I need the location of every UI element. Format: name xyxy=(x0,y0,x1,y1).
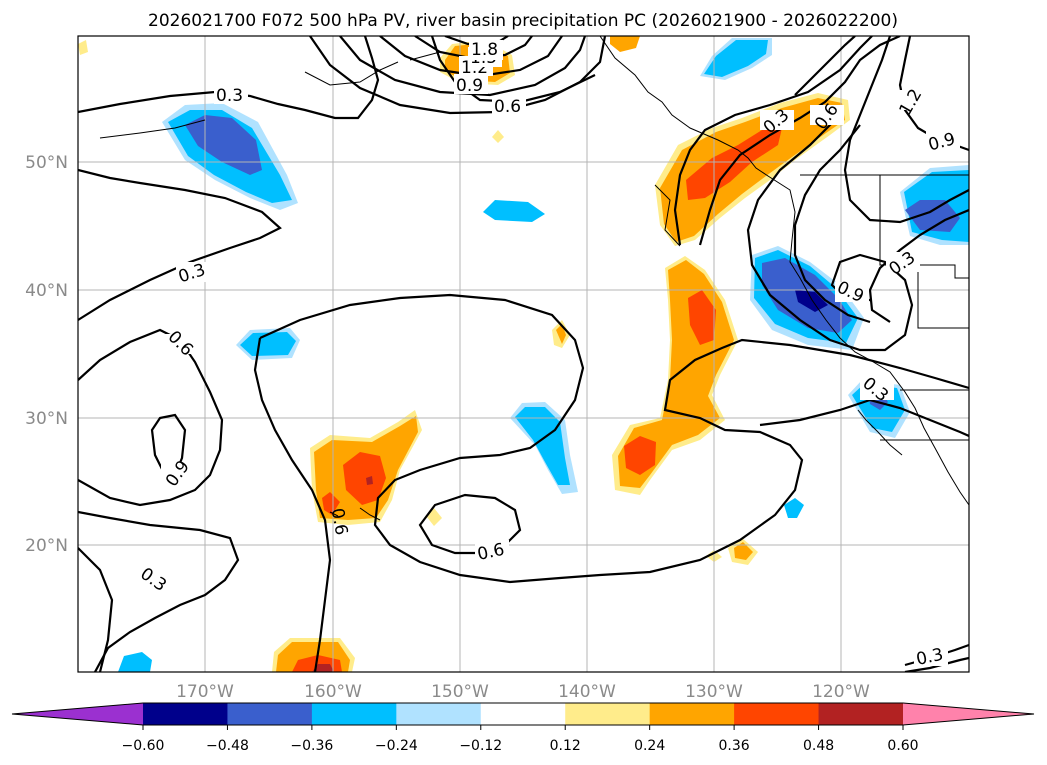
lon-label: 130°W xyxy=(685,682,743,702)
colorbar-tick-label: −0.36 xyxy=(290,738,333,754)
coastlines xyxy=(99,36,969,521)
latitude-labels: 50°N 40°N 30°N 20°N xyxy=(25,153,68,556)
contour-interior-1-2 xyxy=(843,36,969,224)
contour-west-extra xyxy=(78,547,114,672)
contour-coast-inner xyxy=(794,36,856,96)
lat-label: 50°N xyxy=(25,153,68,173)
colorbar-tick-label: −0.48 xyxy=(206,738,249,754)
colorbar-segment xyxy=(565,703,651,725)
positive-region-top-edge xyxy=(610,36,640,52)
negative-region-california-peak xyxy=(795,290,828,312)
contour-label: 0.6 xyxy=(494,97,521,117)
colorbar-tick-label: 0.12 xyxy=(550,738,581,754)
colorbar-segment xyxy=(649,703,735,725)
colorbar-tick-label: −0.12 xyxy=(459,738,502,754)
contour-california-0-6 xyxy=(746,114,914,352)
contour-label: 1.8 xyxy=(471,40,498,60)
positive-region-small-6 xyxy=(78,40,88,55)
lat-label: 20°N xyxy=(25,536,68,556)
longitude-labels: 170°W 160°W 150°W 140°W 130°W 120°W xyxy=(176,682,870,702)
negative-region-small-north xyxy=(483,200,545,222)
positive-region-small-4-core xyxy=(734,542,753,560)
contour-gulf-rings-2 xyxy=(339,36,587,97)
negative-region-small-south xyxy=(784,498,804,518)
colorbar-segment xyxy=(311,703,397,725)
colorbar-tick-label: 0.48 xyxy=(803,738,834,754)
negative-region-west-mid-core xyxy=(240,332,296,356)
colorbar-tick-label: −0.60 xyxy=(122,738,165,754)
contour-label: 0.9 xyxy=(456,76,483,96)
contour-central-0-3 xyxy=(259,293,969,584)
colorbar-tick-label: 0.24 xyxy=(634,738,665,754)
negative-region-gulf-alaska-core xyxy=(704,40,768,77)
colorbar-tick-label: −0.24 xyxy=(375,738,418,754)
colorbar-segment xyxy=(143,703,228,725)
lon-label: 140°W xyxy=(558,682,616,702)
negative-region-interior-west-core xyxy=(905,200,960,232)
positive-region-east-pacific-core2 xyxy=(624,436,656,475)
lat-label: 40°N xyxy=(25,281,68,301)
positive-region-south-edge-peak xyxy=(312,664,334,672)
contour-central-0-6 xyxy=(418,493,522,555)
contour-west-0-3 xyxy=(78,168,282,321)
colorbar-extend-high xyxy=(903,703,1034,725)
contour-coast-0-6 xyxy=(673,36,873,246)
colorbar-segment xyxy=(818,703,904,725)
positive-region-hawaii-core2 xyxy=(322,492,340,515)
contour-gulf-0-6-south xyxy=(430,36,596,104)
contour-label: 0.3 xyxy=(216,86,243,106)
colorbar-segment xyxy=(734,703,820,725)
lon-label: 160°W xyxy=(304,682,362,702)
negative-region-small-southwest xyxy=(118,652,152,672)
colorbar-ticks: −0.60 −0.48 −0.36 −0.24 −0.12 0.12 0.24 0.36 0.4… xyxy=(122,725,919,754)
contour-east-0-3 xyxy=(759,398,969,438)
lon-label: 170°W xyxy=(176,682,234,702)
contour-sw-0-3 xyxy=(78,510,240,672)
contour-west-0-6 xyxy=(78,328,224,507)
lon-label: 150°W xyxy=(431,682,489,702)
map-panel: 0.3 0.3 0.6 0.9 0.3 0.6 0.9 1.2 1.5 1.8 … xyxy=(78,36,969,672)
colorbar-extend-low xyxy=(12,703,143,725)
positive-region-pacific-northwest-mid xyxy=(660,98,845,242)
colorbar-tick-label: 0.60 xyxy=(887,738,918,754)
map-border xyxy=(77,35,970,673)
positive-region-hawaii-core xyxy=(343,452,386,505)
positive-region-east-pacific-core xyxy=(688,290,716,345)
positive-region-hawaii-peak xyxy=(366,476,373,485)
negative-region-aleutians-core xyxy=(185,115,262,175)
lat-label: 30°N xyxy=(25,409,68,429)
contour-california-0-9 xyxy=(793,124,871,324)
colorbar xyxy=(11,702,1035,726)
colorbar-segment xyxy=(227,703,313,725)
contour-label: 0.6 xyxy=(327,507,351,537)
lon-label: 120°W xyxy=(812,682,870,702)
contour-gulf-rings-1 xyxy=(309,36,607,115)
colorbar-segment xyxy=(480,703,566,725)
positive-region-small-1 xyxy=(492,130,504,143)
colorbar-tick-label: 0.36 xyxy=(719,738,750,754)
contour-central-inner xyxy=(253,337,332,672)
colorbar-segment xyxy=(396,703,482,725)
figure-title: 2026021700 F072 500 hPa PV, river basin … xyxy=(148,11,898,31)
contour-aleutian-0-3 xyxy=(78,36,380,120)
contour-coast-0-3 xyxy=(698,36,901,246)
